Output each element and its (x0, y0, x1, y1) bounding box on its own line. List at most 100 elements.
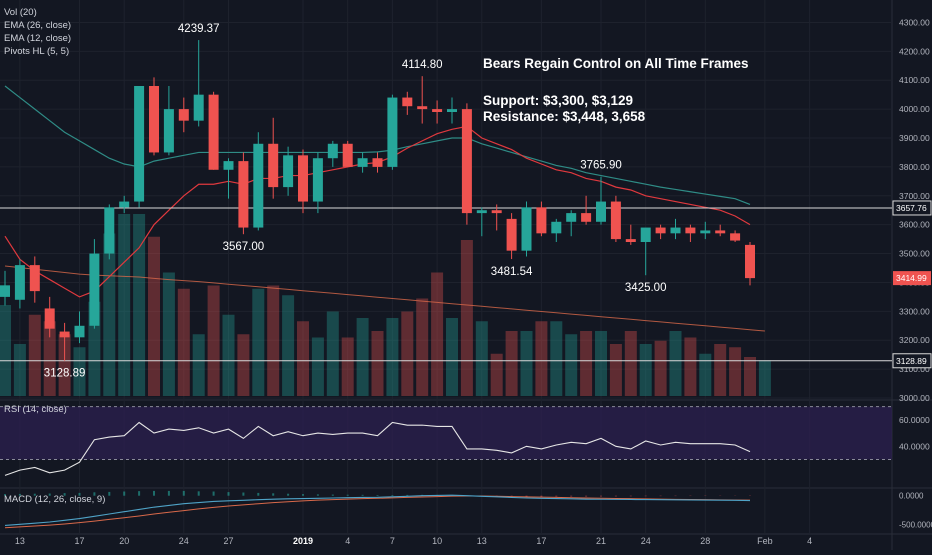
candle-body (700, 230, 711, 234)
volume-bar (297, 321, 309, 396)
candle-body (521, 207, 532, 251)
x-tick-label: 24 (179, 536, 189, 546)
volume-bar (58, 334, 71, 396)
candle (253, 132, 264, 231)
candle (268, 117, 279, 199)
headline-title: Bears Regain Control on All Time Frames (483, 56, 749, 71)
volume-bar (580, 331, 593, 396)
legend-volume[interactable]: Vol (20) (4, 7, 37, 18)
price-tick-label: 3100.00 (899, 364, 930, 374)
macd-tick-label: -500.0000 (899, 520, 932, 529)
pivot-label: 3567.00 (223, 241, 265, 253)
volume-bar (550, 321, 563, 396)
candle (298, 149, 308, 214)
price-tick-label: 4200.00 (899, 46, 930, 56)
volume-bar (311, 337, 324, 396)
support-level-tag (892, 353, 932, 369)
candle-body (670, 227, 681, 234)
candle (655, 224, 666, 240)
legend-ema26[interactable]: EMA (26, close) (4, 20, 72, 31)
volume-bar (684, 337, 697, 396)
macd-signal-line (4, 495, 751, 529)
candle-body (640, 227, 651, 242)
candle-body (59, 331, 70, 338)
last-price-label: 3414.99 (896, 273, 927, 283)
price-tick-label: 3300.00 (899, 306, 930, 316)
candle-body (357, 158, 368, 167)
rsi-tick-label: 40.0000 (899, 441, 930, 451)
volume-bar (237, 334, 250, 396)
volume-bar (460, 240, 473, 396)
candle (149, 77, 159, 156)
volume-ma-line (4, 265, 765, 332)
volume-bar (43, 321, 56, 396)
resistance-level-label: 3657.76 (896, 203, 927, 213)
x-tick-label: 10 (432, 536, 442, 546)
x-tick-label: 24 (641, 536, 651, 546)
candle-body (566, 213, 577, 222)
volume-bar (535, 321, 548, 396)
candle (685, 224, 696, 242)
volume-bar (73, 347, 86, 396)
volume-bar (401, 311, 414, 396)
volume-bar (744, 357, 756, 396)
candle (447, 97, 457, 124)
candle-body (625, 239, 636, 242)
volume-bar (148, 236, 160, 396)
candle-body (730, 233, 741, 241)
price-tick-label: 3700.00 (899, 191, 930, 201)
macd-pane-label[interactable]: MACD (12, 26, close, 9) (4, 494, 106, 505)
price-tick-label: 3800.00 (899, 162, 930, 172)
candle-body (119, 201, 130, 208)
pivot-label: 3765.90 (580, 160, 622, 172)
candle-body (298, 155, 308, 202)
candle (536, 201, 547, 237)
candle-body (312, 158, 323, 202)
candle-body (29, 265, 40, 292)
volume-bar (475, 321, 488, 396)
volume-bar (490, 353, 503, 396)
candle-body (14, 265, 25, 300)
candle (342, 140, 353, 167)
rsi-tick-label: 60.0000 (899, 415, 930, 425)
candle (223, 158, 234, 199)
candle-body (163, 109, 174, 153)
volume-bar (416, 298, 429, 396)
volume-bar (595, 331, 607, 396)
candle (417, 76, 428, 124)
price-tick-label: 4300.00 (899, 17, 930, 27)
candle (566, 210, 577, 237)
candle-body (268, 143, 279, 188)
rsi-band (0, 406, 892, 460)
last-price-tag (893, 271, 931, 286)
x-tick-label: 4 (345, 536, 350, 546)
x-tick-label: 4 (807, 536, 812, 546)
volume-bar (28, 314, 41, 396)
legend-ema12[interactable]: EMA (12, close) (4, 33, 72, 44)
volume-bar (192, 334, 205, 396)
volume-bar (758, 360, 771, 396)
candle-body (134, 86, 145, 202)
candle-body (208, 94, 219, 170)
macd-line (4, 494, 751, 526)
candle-body (149, 86, 159, 153)
candle (283, 146, 294, 196)
candle (596, 176, 606, 225)
volume-bar (431, 272, 444, 396)
candle (521, 201, 532, 257)
candle (387, 94, 398, 170)
ema26-line (4, 85, 751, 206)
x-tick-label: 7 (390, 536, 395, 546)
legend-pivots[interactable]: Pivots HL (5, 5) (4, 46, 70, 57)
rsi-pane-label[interactable]: RSI (14, close) (4, 404, 67, 415)
resistance-level-tag (892, 200, 932, 216)
candle-body (551, 221, 562, 234)
pivot-label: 3481.54 (491, 266, 533, 278)
candle-body (715, 230, 726, 234)
volume-bar (326, 311, 339, 396)
candle-body (610, 201, 621, 240)
candle-body (506, 218, 517, 251)
candle (208, 91, 219, 170)
candle (134, 86, 145, 208)
candle-body (342, 143, 353, 167)
